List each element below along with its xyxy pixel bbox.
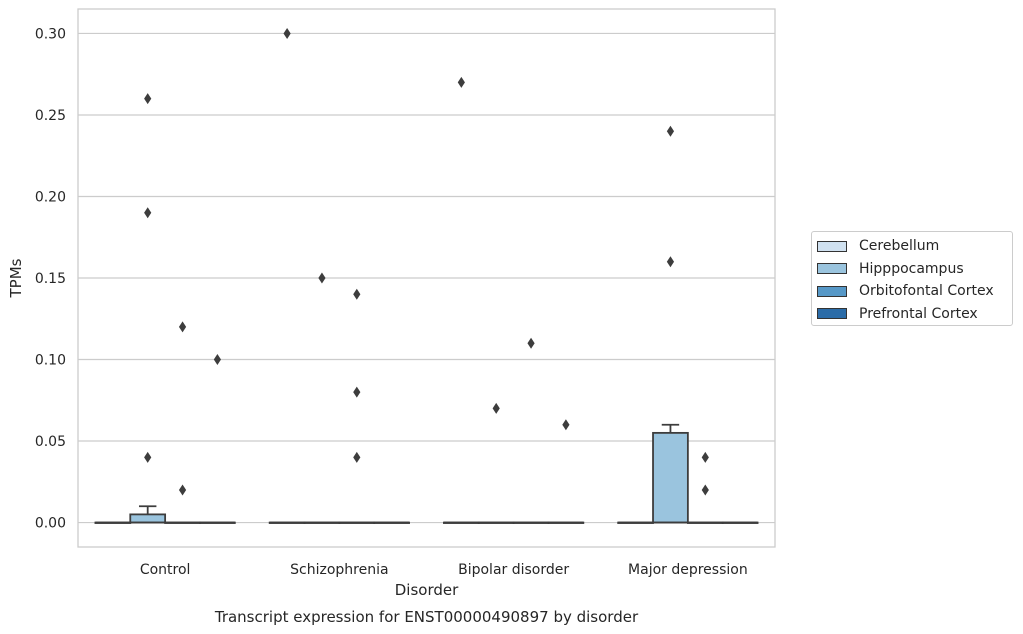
legend-swatch [817,308,847,320]
box [129,513,167,524]
outlier-marker [527,337,535,349]
x-tick-label: Schizophrenia [290,562,388,578]
plot-area-frame [77,8,776,548]
y-tick-label: 0.30 [35,26,66,42]
legend-label: Orbitofontal Cortex [859,283,994,300]
outlier-marker [178,484,187,496]
box [652,431,689,524]
outlier-marker [353,288,361,300]
outlier-marker [492,402,500,414]
box-series [94,423,759,524]
outlier-points [144,27,709,496]
legend-label: Cerebellum [859,238,940,255]
outlier-marker [144,451,152,463]
outlier-marker [666,125,675,137]
y-tick-label: 0.15 [35,271,66,287]
legend-swatch [817,285,847,297]
outlier-marker [701,451,709,463]
outlier-marker [562,419,570,431]
outlier-marker [457,76,465,88]
outlier-marker [213,354,221,366]
y-tick-label: 0.00 [35,516,66,532]
outlier-marker [178,321,187,333]
x-tick-label: Major depression [628,562,748,578]
outlier-marker [144,207,152,219]
chart-title: Transcript expression for ENST0000049089… [214,608,639,626]
legend-item-cerebellum: Cerebellum [817,235,1012,258]
y-tick-label: 0.05 [35,434,66,450]
outlier-marker [666,256,675,268]
outlier-marker [353,451,361,463]
outlier-marker [318,272,326,284]
legend-swatch [817,240,847,252]
legend: Cerebellum Hipppocampus Orbitofontal Cor… [811,231,1013,326]
y-tick-label: 0.25 [35,108,66,124]
x-axis-ticks: Control Schizophrenia Bipolar disorder Majo… [140,562,748,578]
x-axis-label: Disorder [395,581,459,599]
legend-swatch [817,263,847,275]
legend-item-orbitofrontal-cortex: Orbitofontal Cortex [817,280,1012,303]
outlier-marker [353,386,361,398]
y-axis-label: TPMs [7,258,25,298]
legend-item-prefrontal-cortex: Prefrontal Cortex [817,303,1012,326]
y-tick-label: 0.10 [35,353,66,369]
outlier-marker [283,27,291,39]
legend-label: Hipppocampus [859,260,964,277]
grid-lines [78,32,775,524]
legend-item-hippocampus: Hipppocampus [817,258,1012,281]
y-axis-ticks: 0.00 0.05 0.10 0.15 0.20 0.25 0.30 [35,26,66,531]
legend-label: Prefrontal Cortex [859,305,978,322]
outlier-marker [144,93,152,105]
outlier-marker [701,484,709,496]
x-tick-label: Bipolar disorder [458,562,569,578]
x-tick-label: Control [140,562,191,578]
y-tick-label: 0.20 [35,189,66,205]
